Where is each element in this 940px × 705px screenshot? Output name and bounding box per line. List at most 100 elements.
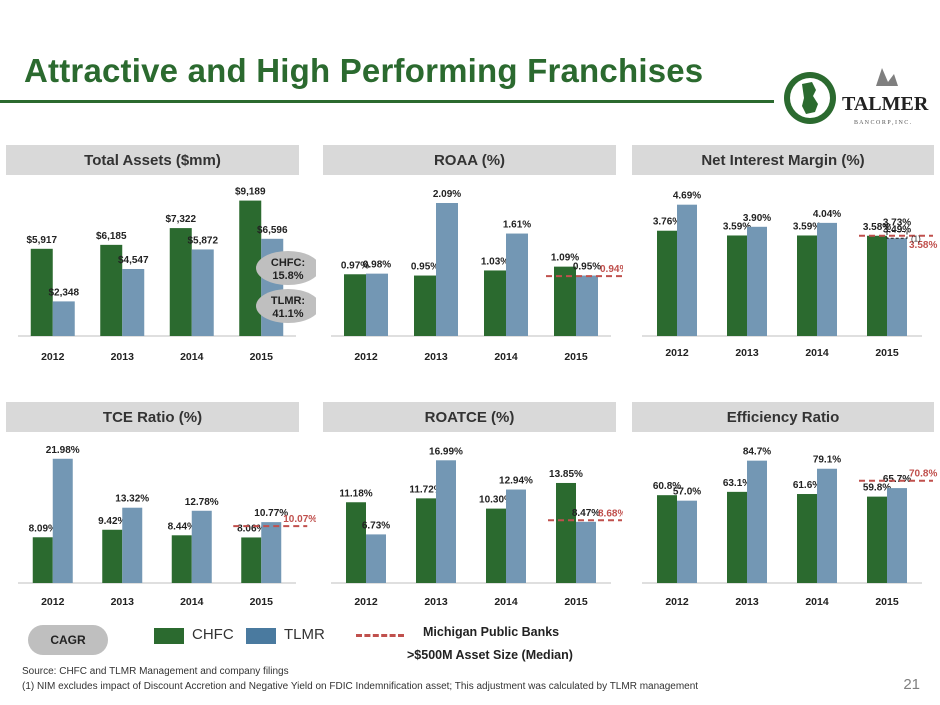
data-label-tlmr-2012: 4.69% — [673, 191, 701, 202]
bar-tlmr-2015 — [261, 522, 282, 583]
data-label-tlmr-2013: $4,547 — [118, 255, 149, 266]
data-label-chfc-2014: 10.30% — [479, 495, 513, 506]
x-tick-label-2013: 2013 — [735, 347, 759, 359]
cagr-bubble-text: 15.8% — [272, 270, 303, 282]
bar-tlmr-2012 — [677, 204, 697, 336]
bar-chfc-2015 — [239, 200, 262, 336]
data-label-chfc-2015: 8.06% — [237, 523, 265, 534]
data-label-tlmr-2015: 0.95% — [573, 262, 601, 273]
bar-tlmr-2012 — [366, 273, 388, 336]
data-label-chfc-2012: $5,917 — [26, 235, 57, 246]
bar-chfc-2012 — [346, 502, 366, 583]
x-tick-label-2012: 2012 — [354, 596, 378, 608]
bar-tlmr-2013 — [122, 268, 145, 336]
x-tick-label-2012: 2012 — [665, 347, 689, 359]
bar-chfc-2012 — [32, 537, 53, 583]
bar-chfc-2015 — [241, 537, 262, 583]
x-tick-label-2012: 2012 — [41, 596, 65, 608]
talmer-logo: TALMER B A N C O R P , I N C . — [784, 68, 929, 126]
bar-tlmr-2012 — [52, 458, 73, 583]
x-tick-label-2012: 2012 — [41, 351, 65, 363]
data-label-tlmr-2014: 4.04% — [813, 209, 841, 220]
data-label-chfc-2014: 1.03% — [481, 256, 509, 267]
data-label-tlmr-2013: 2.09% — [433, 189, 461, 200]
data-label-chfc-2013: 9.42% — [98, 516, 126, 527]
data-label-chfc-2014: $7,322 — [165, 214, 196, 225]
data-label-tlmr-2012: 57.0% — [673, 487, 701, 498]
data-label-tlmr-2014: 12.94% — [499, 476, 533, 487]
data-label-chfc-2014: 3.59% — [793, 221, 821, 232]
bar-chfc-2013 — [100, 244, 123, 336]
bar-chfc-2014 — [484, 270, 506, 336]
data-label-chfc-2012: 8.09% — [29, 523, 57, 534]
data-label-chfc-2012: 60.8% — [653, 481, 681, 492]
x-tick-label-2014: 2014 — [180, 596, 204, 608]
x-tick-label-2015: 2015 — [564, 596, 588, 608]
bar-chfc-2012 — [657, 230, 677, 336]
legend-tlmr-swatch — [246, 628, 276, 644]
x-tick-label-2015: 2015 — [875, 596, 899, 608]
source-note: Source: CHFC and TLMR Management and com… — [22, 666, 289, 677]
median-label: 10.07% — [283, 514, 316, 525]
x-tick-label-2012: 2012 — [665, 596, 689, 608]
chart-tce-ratio: 8.09% 21.98% 2012 9.42% 13.32% 2013 8.44% 12.78… — [18, 445, 316, 608]
data-label-tlmr-2015: $6,596 — [257, 225, 288, 236]
x-tick-label-2014: 2014 — [494, 351, 518, 363]
bar-tlmr-2015 — [576, 521, 596, 583]
cagr-bubble-text: TLMR: — [271, 295, 305, 307]
panel-header-roatce: ROATCE (%) — [323, 402, 616, 432]
data-label-tlmr-2012: 0.98% — [363, 260, 391, 271]
nim-footnote-marker: (1) — [911, 235, 921, 244]
bar-chfc-2015 — [867, 496, 887, 583]
nim-adjusted-label: 3.73% — [883, 218, 911, 229]
bar-tlmr-2013 — [747, 226, 767, 336]
page-number: 21 — [903, 676, 920, 693]
panel-header-roaa: ROAA (%) — [323, 145, 616, 175]
median-label: 70.8% — [909, 469, 937, 480]
x-tick-label-2014: 2014 — [805, 596, 829, 608]
bar-chfc-2012 — [30, 248, 53, 336]
median-label: 8.68% — [598, 508, 623, 519]
bar-tlmr-2012 — [677, 500, 697, 583]
nim-adjusted-box — [886, 231, 908, 239]
data-label-chfc-2012: 0.97% — [341, 260, 369, 271]
bar-chfc-2014 — [797, 494, 817, 583]
page-title: Attractive and High Performing Franchise… — [24, 52, 704, 89]
data-label-tlmr-2015: 65.7% — [883, 474, 911, 485]
data-label-tlmr-2015: 3.49% — [883, 224, 911, 235]
chart-roatce: 11.18% 6.73% 2012 11.72% 16.99% 2013 10.30% 12.… — [331, 446, 623, 608]
data-label-chfc-2014: 61.6% — [793, 480, 821, 491]
bar-chfc-2014 — [486, 508, 506, 583]
bar-tlmr-2013 — [747, 460, 767, 583]
x-tick-label-2013: 2013 — [111, 596, 135, 608]
bar-tlmr-2012 — [366, 534, 386, 583]
data-label-chfc-2012: 3.76% — [653, 217, 681, 228]
data-label-tlmr-2012: $2,348 — [48, 287, 79, 298]
data-label-tlmr-2013: 16.99% — [429, 446, 463, 457]
bar-chfc-2015 — [867, 235, 887, 336]
data-label-tlmr-2013: 3.90% — [743, 213, 771, 224]
title-divider — [0, 100, 774, 103]
data-label-tlmr-2012: 6.73% — [362, 520, 390, 531]
data-label-chfc-2015: 1.09% — [551, 253, 579, 264]
bar-tlmr-2014 — [817, 222, 837, 336]
panel-header-tce: TCE Ratio (%) — [6, 402, 299, 432]
data-label-chfc-2013: 3.59% — [723, 221, 751, 232]
data-label-tlmr-2013: 13.32% — [115, 494, 149, 505]
bar-chfc-2013 — [102, 529, 123, 583]
bar-tlmr-2014 — [817, 468, 837, 583]
x-tick-label-2015: 2015 — [250, 596, 274, 608]
bar-chfc-2014 — [169, 228, 192, 336]
chart-net-interest-margin: 3.76%4.69%20123.59%3.90%20133.59%4.04%20… — [642, 191, 937, 359]
bar-tlmr-2013 — [436, 203, 458, 336]
bar-chfc-2015 — [556, 482, 576, 583]
chart-efficiency-ratio: 60.8%57.0% 2012 63.1% 84.7% 2013 61.6% 79.1% 20… — [642, 447, 937, 608]
data-label-tlmr-2014: 79.1% — [813, 455, 841, 466]
bar-tlmr-2014 — [191, 510, 212, 583]
x-tick-label-2013: 2013 — [424, 596, 448, 608]
x-tick-label-2014: 2014 — [180, 351, 204, 363]
bar-tlmr-2013 — [436, 460, 456, 583]
bar-chfc-2012 — [344, 274, 366, 336]
footnote: (1) NIM excludes impact of Discount Accr… — [22, 681, 699, 692]
legend-chfc-label: CHFC — [192, 626, 234, 643]
